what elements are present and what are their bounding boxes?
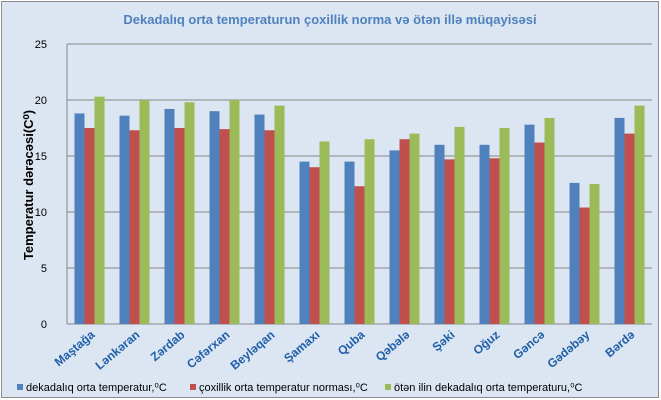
bar-2 [534, 142, 545, 324]
x-tick-label: Oğuz [470, 328, 502, 358]
bar-3 [274, 105, 285, 324]
x-tick-label: Quba [335, 327, 368, 358]
bar-2 [399, 139, 410, 324]
x-tick-label: Gədəbəy [545, 327, 593, 371]
x-tick-label: Lənkəran [93, 328, 143, 373]
bar-2 [354, 186, 365, 324]
bar-1 [524, 124, 535, 324]
bar-1 [164, 108, 175, 325]
bar-3 [454, 126, 465, 324]
bar-2 [624, 133, 635, 324]
y-tick-label: 10 [35, 207, 47, 219]
bar-2 [444, 159, 455, 324]
bar-1 [344, 161, 355, 324]
legend-label: dekadalıq orta temperatur,⁰C [26, 382, 167, 394]
y-tick-label: 15 [35, 151, 47, 163]
bar-1 [209, 111, 220, 324]
bar-2 [129, 130, 140, 324]
x-tick-label: Beyləqan [228, 328, 278, 373]
bar-1 [614, 117, 625, 324]
bar-1 [569, 182, 580, 324]
bar-1 [434, 144, 445, 324]
x-tick-label: Gəncə [510, 327, 547, 362]
bar-1 [254, 114, 265, 324]
y-tick-label: 25 [35, 39, 47, 51]
bar-3 [544, 117, 555, 324]
bar-3 [139, 100, 150, 324]
bar-2 [174, 128, 185, 324]
y-tick-label: 20 [35, 95, 47, 107]
bar-3 [364, 139, 375, 324]
bar-2 [219, 129, 230, 324]
y-tick-label: 0 [41, 319, 47, 331]
bar-3 [589, 184, 600, 324]
bar-2 [84, 128, 95, 324]
x-tick-label: Qəbələ [373, 327, 413, 364]
bar-3 [634, 105, 645, 324]
legend-swatch [190, 384, 196, 390]
bar-3 [94, 96, 105, 324]
bar-2 [489, 158, 500, 324]
bar-3 [319, 141, 330, 324]
x-tick-label: Maştağa [52, 327, 98, 369]
bar-3 [184, 102, 195, 325]
bar-1 [119, 115, 130, 325]
legend-label: ötən ilin dekadalıq orta temperaturu,⁰C [394, 382, 583, 394]
bar-3 [409, 133, 420, 324]
bar-1 [389, 150, 400, 324]
bar-3 [229, 100, 240, 324]
x-tick-label: Şəki [430, 328, 458, 355]
x-tick-label: Şamaxı [281, 328, 322, 366]
y-tick-label: 5 [41, 263, 47, 275]
bar-2 [264, 130, 275, 324]
bar-1 [299, 161, 310, 324]
bar-2 [579, 207, 590, 324]
legend-swatch [17, 384, 23, 390]
y-axis-label: Temperatur dərəcəsi(C⁰) [21, 110, 36, 260]
legend-swatch [385, 384, 391, 390]
legend-label: çoxillik orta temperatur norması,⁰C [199, 382, 368, 394]
x-tick-label: Zərdab [148, 328, 188, 364]
bar-3 [499, 128, 510, 324]
x-tick-label: Bərdə [602, 327, 637, 360]
bar-1 [74, 113, 85, 324]
chart-title: Dekadalıq orta temperaturun çoxillik nor… [123, 12, 536, 27]
bar-1 [479, 144, 490, 324]
bar-2 [309, 167, 320, 324]
x-tick-label: Cəfərxan [184, 328, 232, 372]
